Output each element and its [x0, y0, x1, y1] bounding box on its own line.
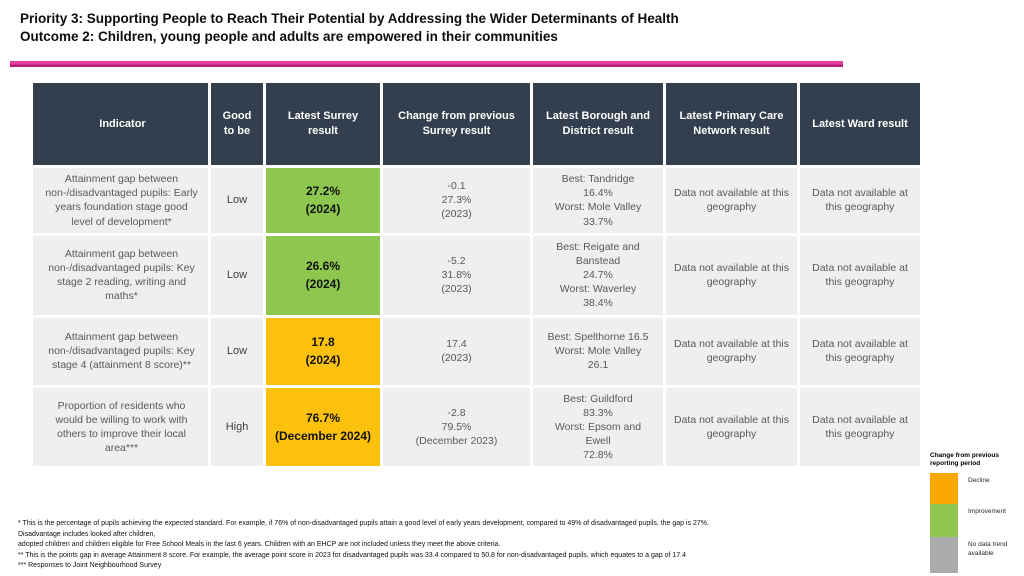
footnote-line: ** This is the points gap in average Att… — [18, 551, 687, 559]
footnote-line: * This is the percentage of pupils achie… — [18, 520, 709, 527]
footnote-line: adopted children and children eligible f… — [18, 541, 501, 548]
page-title: Priority 3: Supporting People to Reach T… — [20, 10, 860, 45]
pcn-result-cell: Data not available at this geography — [663, 314, 800, 388]
table-header-row: Indicator Good to be Latest Surrey resul… — [30, 80, 923, 168]
accent-divider — [10, 61, 843, 67]
change-cell: -5.2 31.8% (2023) — [380, 232, 533, 318]
good-to-be-cell: Low — [208, 314, 266, 388]
legend-label: No data trend available — [968, 540, 1008, 557]
borough-district-cell: Best: Reigate and Banstead 24.7% Worst: … — [530, 232, 666, 318]
indicator-cell: Attainment gap between non-/disadvantage… — [30, 232, 211, 318]
borough-district-cell: Best: Spelthorne 16.5 Worst: Mole Valley… — [530, 314, 666, 388]
change-cell: 17.4 (2023) — [380, 314, 533, 388]
surrey-result-cell: 76.7% (December 2024) — [263, 384, 383, 470]
page-title-line2: Outcome 2: Children, young people and ad… — [20, 28, 558, 44]
footnote-line: *** Responses to Joint Neighbourhood Sur… — [18, 562, 162, 569]
legend-label: Improvement — [968, 507, 1006, 515]
column-header-good-to-be: Good to be — [208, 80, 266, 168]
ward-result-cell: Data not available at this geography — [797, 232, 923, 318]
ward-result-cell: Data not available at this geography — [797, 384, 923, 470]
column-header-indicator: Indicator — [30, 80, 211, 168]
good-to-be-cell: Low — [208, 165, 266, 236]
table-row: Attainment gap between non-/disadvantage… — [30, 165, 923, 236]
pcn-result-cell: Data not available at this geography — [663, 165, 800, 236]
column-header-ward: Latest Ward result — [797, 80, 923, 168]
surrey-result-cell: 26.6% (2024) — [263, 232, 383, 318]
trend-legend: Change from previous reporting period De… — [930, 452, 1022, 573]
no-data-swatch — [930, 536, 958, 573]
surrey-result-cell: 27.2% (2024) — [263, 165, 383, 236]
table-row: Attainment gap between non-/disadvantage… — [30, 232, 923, 318]
pcn-result-cell: Data not available at this geography — [663, 384, 800, 470]
column-header-pcn: Latest Primary Care Network result — [663, 80, 800, 168]
indicator-cell: Attainment gap between non-/disadvantage… — [30, 314, 211, 388]
legend-item-no-data: No data trend available — [930, 536, 1022, 573]
column-header-change: Change from previous Surrey result — [380, 80, 533, 168]
change-cell: -2.8 79.5% (December 2023) — [380, 384, 533, 470]
table-row: Proportion of residents who would be wil… — [30, 384, 923, 470]
column-header-borough-district: Latest Borough and District result — [530, 80, 666, 168]
indicator-table: Indicator Good to be Latest Surrey resul… — [30, 80, 923, 470]
legend-item-improvement: Improvement — [930, 503, 1022, 537]
ward-result-cell: Data not available at this geography — [797, 165, 923, 236]
good-to-be-cell: Low — [208, 232, 266, 318]
column-header-surrey-result: Latest Surrey result — [263, 80, 383, 168]
surrey-result-cell: 17.8 (2024) — [263, 314, 383, 388]
decline-swatch — [930, 472, 958, 504]
pcn-result-cell: Data not available at this geography — [663, 232, 800, 318]
good-to-be-cell: High — [208, 384, 266, 470]
change-cell: -0.1 27.3% (2023) — [380, 165, 533, 236]
borough-district-cell: Best: Guildford 83.3% Worst: Epsom and E… — [530, 384, 666, 470]
improvement-swatch — [930, 503, 958, 537]
indicator-cell: Proportion of residents who would be wil… — [30, 384, 211, 470]
legend-label: Decline — [968, 476, 990, 484]
footnotes: * This is the percentage of pupils achie… — [18, 519, 908, 572]
ward-result-cell: Data not available at this geography — [797, 314, 923, 388]
table-row: Attainment gap between non-/disadvantage… — [30, 314, 923, 388]
footnote-line: Disadvantage includes looked after child… — [18, 530, 156, 538]
page-title-line1: Priority 3: Supporting People to Reach T… — [20, 11, 679, 26]
legend-item-decline: Decline — [930, 472, 1022, 504]
legend-title: Change from previous reporting period — [930, 452, 999, 468]
indicator-cell: Attainment gap between non-/disadvantage… — [30, 165, 211, 236]
borough-district-cell: Best: Tandridge 16.4% Worst: Mole Valley… — [530, 165, 666, 236]
